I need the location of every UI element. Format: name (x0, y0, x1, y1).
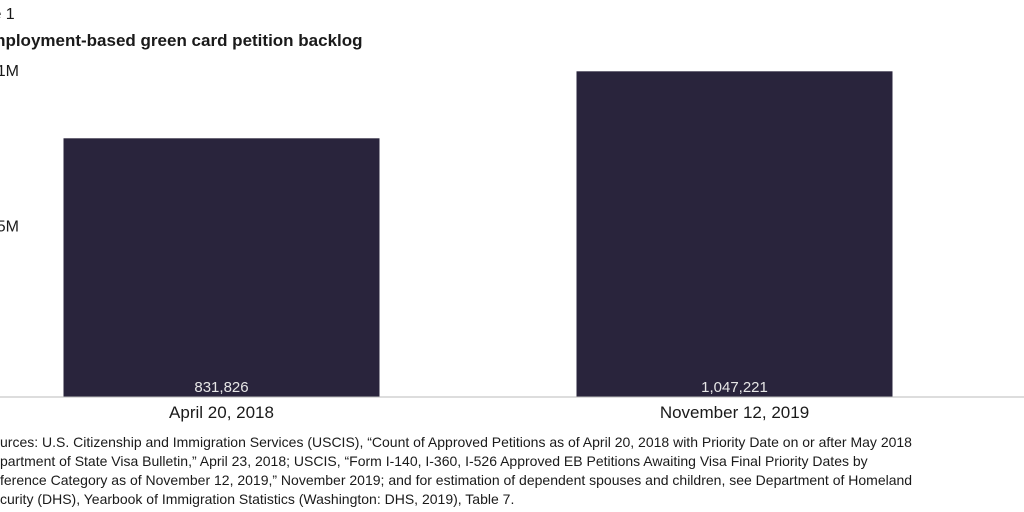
bar (63, 138, 380, 397)
value-label: 831,826 (194, 379, 248, 396)
y-tick-label: 0.5M (0, 219, 19, 236)
source-line: ference Category as of November 12, 2019… (0, 472, 912, 488)
figure-label: Figure 1 (0, 6, 15, 23)
x-tick-label: November 12, 2019 (660, 403, 809, 422)
x-tick-label: April 20, 2018 (169, 403, 274, 422)
chart-title: Employment-based green card petition bac… (0, 31, 363, 50)
bar (576, 71, 893, 397)
y-tick-label: 1M (0, 63, 19, 80)
source-line: partment of State Visa Bulletin,” April … (0, 453, 868, 469)
source-line: curity (DHS), Yearbook of Immigration St… (0, 491, 514, 507)
source-line: urces: U.S. Citizenship and Immigration … (0, 434, 912, 450)
value-label: 1,047,221 (701, 379, 768, 396)
